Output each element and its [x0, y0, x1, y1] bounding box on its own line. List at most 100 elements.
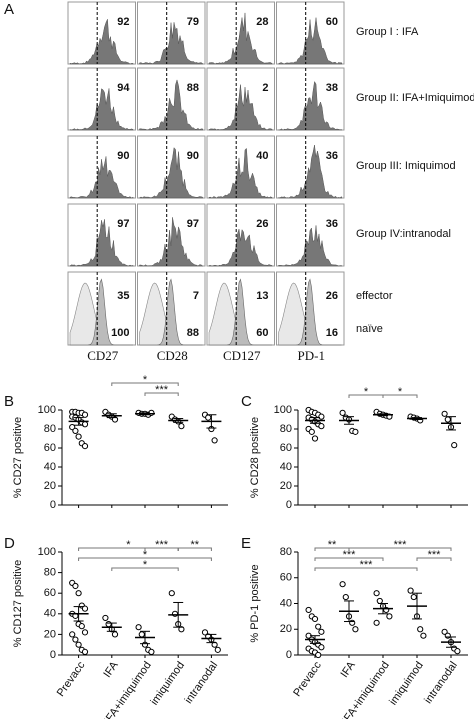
percent-label: 60	[256, 327, 268, 339]
naive-histogram	[70, 278, 133, 346]
error-bar	[412, 417, 422, 420]
y-axis-label: % PD-1 positive	[249, 564, 261, 642]
percent-label: 100	[111, 327, 129, 339]
error-bar	[344, 600, 354, 623]
significance-bracket	[382, 394, 418, 398]
y-tick-label: 100	[274, 404, 292, 416]
data-point	[420, 632, 427, 639]
histogram	[139, 217, 203, 267]
histogram	[208, 12, 274, 65]
error-bar	[73, 606, 84, 622]
data-point	[339, 581, 346, 588]
data-point	[376, 597, 383, 605]
data-point	[211, 641, 218, 648]
data-point	[318, 413, 325, 420]
error-bar	[378, 413, 388, 417]
error-bar	[173, 418, 184, 423]
significance-label: **	[328, 539, 337, 551]
panel-label: E	[241, 535, 251, 552]
significance-label: *	[364, 386, 369, 398]
data-point	[315, 651, 322, 659]
percent-label: 38	[326, 82, 338, 94]
x-tick-label: imiquimod	[387, 660, 426, 708]
data-point	[148, 648, 155, 656]
y-tick-label: 0	[286, 499, 292, 511]
data-point	[69, 631, 76, 638]
y-tick-label: 0	[286, 649, 292, 661]
data-point	[81, 629, 89, 636]
percent-label: 28	[256, 16, 268, 28]
error-bar	[106, 622, 117, 632]
data-point	[352, 428, 359, 435]
error-bar	[310, 417, 320, 424]
error-bar	[206, 633, 217, 644]
percent-label: 2	[262, 82, 268, 94]
percent-label: 88	[187, 327, 199, 339]
significance-bracket	[111, 567, 179, 571]
significance-label: ***	[155, 539, 169, 551]
y-tick-label: 0	[50, 499, 56, 511]
significance-label: ***	[343, 549, 357, 561]
data-point	[75, 641, 82, 648]
error-bar	[73, 417, 84, 426]
data-point	[69, 424, 76, 431]
data-point	[78, 623, 85, 630]
panel-label: C	[241, 393, 252, 410]
percent-label: 94	[117, 82, 130, 94]
histogram	[69, 156, 134, 199]
group-label: Group IV:intranodal	[356, 228, 451, 240]
percent-label: 97	[187, 218, 199, 230]
error-bar	[206, 414, 217, 429]
y-tick-label: 60	[44, 442, 56, 454]
y-tick-label: 20	[280, 480, 292, 492]
marker-label: PD-1	[298, 348, 325, 363]
error-bar	[173, 601, 184, 628]
x-tick-label: intranodal	[422, 660, 460, 706]
x-tick-label: Prevacc	[291, 659, 324, 699]
data-point	[214, 646, 221, 653]
data-point	[441, 628, 448, 635]
y-tick-label: 20	[44, 480, 56, 492]
significance-label: ***	[428, 549, 442, 561]
histogram	[278, 225, 343, 267]
marker-label: CD127	[223, 348, 261, 363]
percent-label: 40	[256, 150, 268, 162]
data-point	[81, 605, 89, 612]
data-point	[444, 632, 451, 639]
error-bar	[106, 413, 117, 419]
data-point	[311, 615, 319, 623]
y-tick-label: 40	[280, 461, 292, 473]
histogram	[139, 147, 204, 199]
x-tick-label: Prevacc	[55, 659, 88, 699]
data-point	[72, 427, 79, 434]
panel-label: A	[4, 1, 14, 18]
data-point	[81, 443, 89, 450]
data-point	[205, 414, 212, 421]
data-point	[318, 644, 325, 651]
percent-label: 90	[117, 150, 129, 162]
significance-bracket	[78, 557, 212, 561]
significance-label: ***	[394, 539, 408, 551]
significance-bracket	[111, 382, 179, 386]
naive-histogram	[209, 278, 272, 346]
histogram	[208, 84, 273, 131]
significance-bracket	[348, 547, 452, 551]
data-point	[342, 593, 349, 601]
percent-label: 26	[256, 218, 268, 230]
y-axis-label: % CD127 positive	[12, 560, 24, 647]
significance-label: *	[143, 559, 148, 571]
histogram	[278, 80, 343, 131]
y-tick-label: 60	[280, 442, 292, 454]
error-bar	[344, 416, 354, 425]
y-axis-label: % CD28 positive	[249, 417, 261, 498]
error-bar	[140, 412, 150, 416]
significance-bracket	[144, 392, 179, 396]
y-tick-label: 100	[38, 404, 56, 416]
percent-label: 16	[326, 327, 338, 339]
histogram	[278, 17, 343, 65]
data-point	[444, 416, 451, 423]
percent-label: 90	[187, 150, 199, 162]
histogram	[69, 19, 135, 65]
x-tick-label: intranodal	[183, 660, 221, 706]
data-point	[75, 433, 82, 440]
